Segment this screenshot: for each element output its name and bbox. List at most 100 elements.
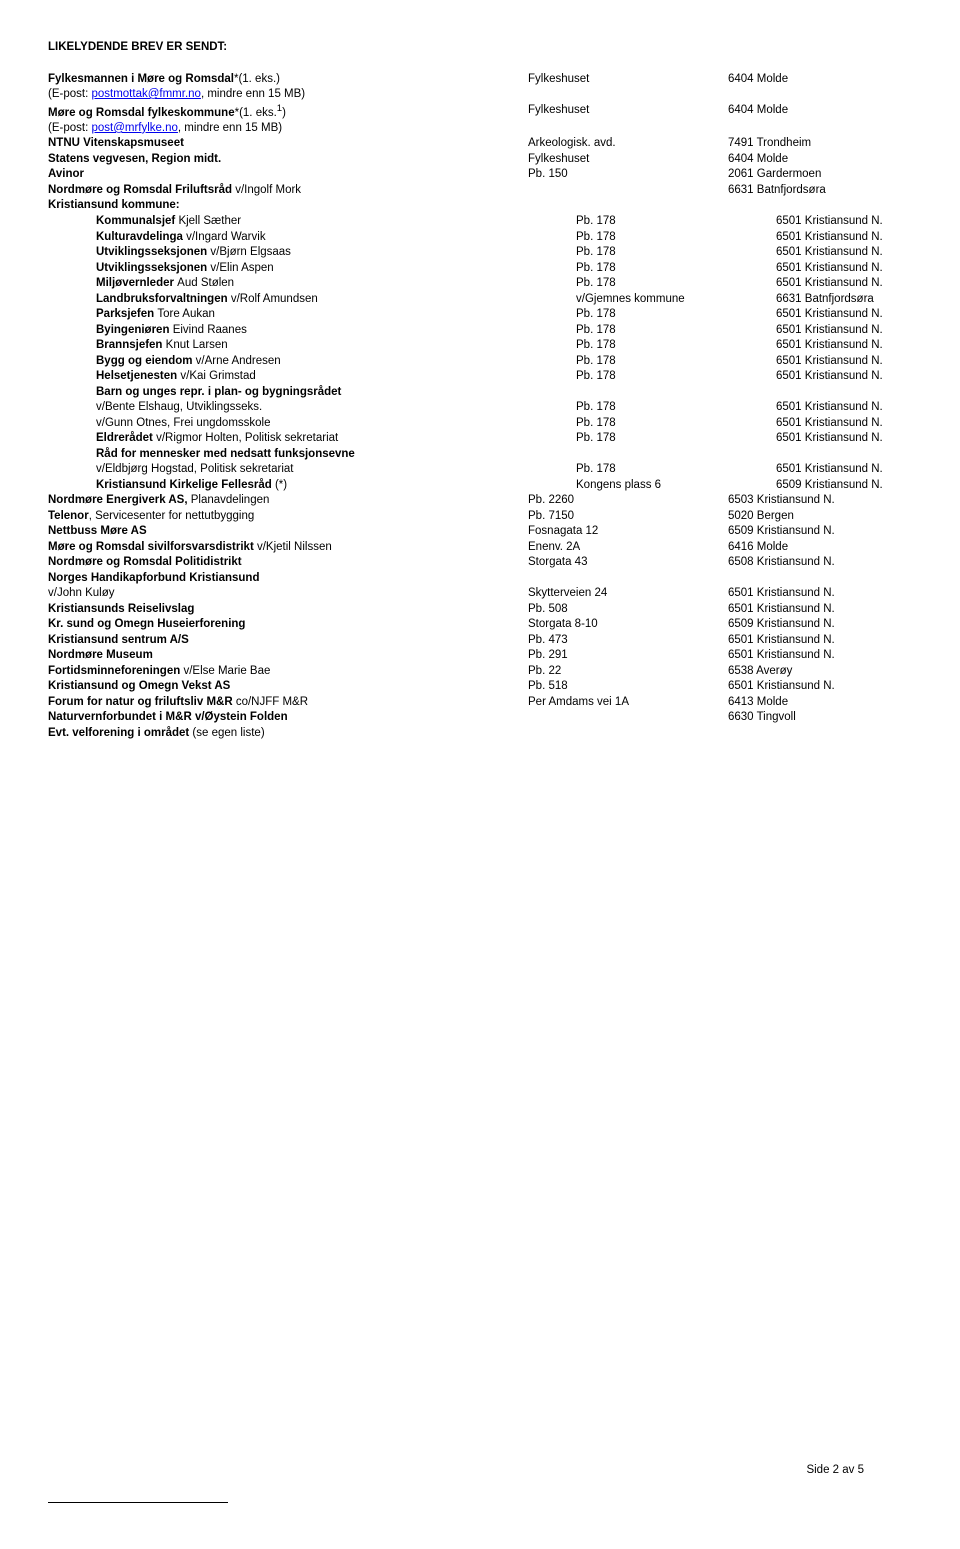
col-name: Kulturavdelinga v/Ingard Warvik [48, 230, 576, 246]
col-name: Nordmøre Museum [48, 648, 528, 664]
col-address: Pb. 178 [576, 338, 776, 354]
col-address: Pb. 178 [576, 214, 776, 230]
col-name: Statens vegvesen, Region midt. [48, 152, 528, 168]
col-address: Pb. 178 [576, 230, 776, 246]
address-row: Råd for mennesker med nedsatt funksjonse… [48, 447, 912, 463]
col-postcode: 6509 Kristiansund N. [728, 524, 912, 540]
col-address [576, 447, 776, 463]
address-row: Parksjefen Tore AukanPb. 1786501 Kristia… [48, 307, 912, 323]
email-link[interactable]: postmottak@fmmr.no [91, 88, 200, 100]
col-address: Pb. 178 [576, 261, 776, 277]
col-postcode [728, 198, 912, 214]
address-row: NTNU VitenskapsmuseetArkeologisk. avd.74… [48, 136, 912, 152]
address-row: Nordmøre og Romsdal PolitidistriktStorga… [48, 555, 912, 571]
col-name: Barn og unges repr. i plan- og bygningsr… [48, 385, 576, 401]
col-postcode: 6413 Molde [728, 695, 912, 711]
col-postcode [728, 121, 912, 137]
address-row: AvinorPb. 1502061 Gardermoen [48, 167, 912, 183]
address-row: Kulturavdelinga v/Ingard WarvikPb. 17865… [48, 230, 912, 246]
col-address [576, 385, 776, 401]
col-name: Kristiansund Kirkelige Fellesråd (*) [48, 478, 576, 494]
address-row: Evt. velforening i området (se egen list… [48, 726, 912, 742]
col-address: Fylkeshuset [528, 72, 728, 88]
col-postcode [776, 447, 912, 463]
address-row: v/Eldbjørg Hogstad, Politisk sekretariat… [48, 462, 912, 478]
address-row: Nordmøre og Romsdal Friluftsråd v/Ingolf… [48, 183, 912, 199]
col-address: Enenv. 2A [528, 540, 728, 556]
address-row: Forum for natur og friluftsliv M&R co/NJ… [48, 695, 912, 711]
address-row: v/Bente Elshaug, Utviklingsseks.Pb. 1786… [48, 400, 912, 416]
col-postcode: 6503 Kristiansund N. [728, 493, 912, 509]
col-address: Pb. 178 [576, 416, 776, 432]
col-name: Utviklingsseksjonen v/Bjørn Elgsaas [48, 245, 576, 261]
col-name: (E-post: postmottak@fmmr.no, mindre enn … [48, 87, 528, 103]
col-address [528, 710, 728, 726]
col-address [528, 183, 728, 199]
footnote-separator [48, 1502, 228, 1503]
address-row: Kristiansund sentrum A/SPb. 4736501 Kris… [48, 633, 912, 649]
address-row: Kristiansund Kirkelige Fellesråd (*)Kong… [48, 478, 912, 494]
col-name: Fylkesmannen i Møre og Romsdal*(1. eks.) [48, 72, 528, 88]
address-row: Nordmøre Energiverk AS, PlanavdelingenPb… [48, 493, 912, 509]
address-row: Utviklingsseksjonen v/Bjørn ElgsaasPb. 1… [48, 245, 912, 261]
col-postcode: 6501 Kristiansund N. [728, 633, 912, 649]
col-postcode: 6630 Tingvoll [728, 710, 912, 726]
email-link[interactable]: post@mrfylke.no [91, 122, 177, 134]
col-postcode: 6508 Kristiansund N. [728, 555, 912, 571]
col-address: Fylkeshuset [528, 103, 728, 121]
col-address: Pb. 7150 [528, 509, 728, 525]
col-name: Kristiansunds Reiselivslag [48, 602, 528, 618]
col-postcode: 6501 Kristiansund N. [776, 214, 912, 230]
col-postcode: 6501 Kristiansund N. [776, 416, 912, 432]
col-address [528, 87, 728, 103]
col-address: Pb. 178 [576, 276, 776, 292]
address-row: Kr. sund og Omegn HuseierforeningStorgat… [48, 617, 912, 633]
col-address: Pb. 473 [528, 633, 728, 649]
col-address: Fosnagata 12 [528, 524, 728, 540]
col-postcode: 6509 Kristiansund N. [776, 478, 912, 494]
col-address: Pb. 2260 [528, 493, 728, 509]
col-postcode: 6501 Kristiansund N. [776, 307, 912, 323]
col-postcode: 6501 Kristiansund N. [728, 679, 912, 695]
col-address: Skytterveien 24 [528, 586, 728, 602]
col-postcode: 6501 Kristiansund N. [776, 338, 912, 354]
address-row: Eldrerådet v/Rigmor Holten, Politisk sek… [48, 431, 912, 447]
col-name: Nordmøre Energiverk AS, Planavdelingen [48, 493, 528, 509]
col-name: Fortidsminneforeningen v/Else Marie Bae [48, 664, 528, 680]
col-address: Pb. 178 [576, 354, 776, 370]
col-address: Storgata 8-10 [528, 617, 728, 633]
document-title: LIKELYDENDE BREV ER SENDT: [48, 40, 912, 56]
col-postcode [728, 726, 912, 742]
address-row: Møre og Romsdal sivilforsvarsdistrikt v/… [48, 540, 912, 556]
col-name: Forum for natur og friluftsliv M&R co/NJ… [48, 695, 528, 711]
col-name: Norges Handikapforbund Kristiansund [48, 571, 528, 587]
col-address: Pb. 178 [576, 369, 776, 385]
col-postcode: 6404 Molde [728, 72, 912, 88]
col-name: Nordmøre og Romsdal Politidistrikt [48, 555, 528, 571]
col-postcode: 6501 Kristiansund N. [728, 602, 912, 618]
col-address: Pb. 178 [576, 323, 776, 339]
col-name: Naturvernforbundet i M&R v/Øystein Folde… [48, 710, 528, 726]
address-row: Fylkesmannen i Møre og Romsdal*(1. eks.)… [48, 72, 912, 88]
col-address: Storgata 43 [528, 555, 728, 571]
address-row: Brannsjefen Knut LarsenPb. 1786501 Krist… [48, 338, 912, 354]
col-postcode: 6501 Kristiansund N. [728, 586, 912, 602]
col-address [528, 198, 728, 214]
address-row: Kristiansunds ReiselivslagPb. 5086501 Kr… [48, 602, 912, 618]
col-address: Pb. 150 [528, 167, 728, 183]
address-row: Utviklingsseksjonen v/Elin AspenPb. 1786… [48, 261, 912, 277]
address-row: Norges Handikapforbund Kristiansund [48, 571, 912, 587]
col-postcode: 6631 Batnfjordsøra [728, 183, 912, 199]
address-row: Møre og Romsdal fylkeskommune*(1. eks.1)… [48, 103, 912, 121]
col-name: Eldrerådet v/Rigmor Holten, Politisk sek… [48, 431, 576, 447]
col-address: Per Amdams vei 1A [528, 695, 728, 711]
col-name: v/John Kuløy [48, 586, 528, 602]
col-address: Pb. 22 [528, 664, 728, 680]
address-row: Byingeniøren Eivind RaanesPb. 1786501 Kr… [48, 323, 912, 339]
col-name: Kristiansund kommune: [48, 198, 528, 214]
address-row: Landbruksforvaltningen v/Rolf Amundsenv/… [48, 292, 912, 308]
address-row: Kristiansund kommune: [48, 198, 912, 214]
col-address: Pb. 178 [576, 307, 776, 323]
col-name: Råd for mennesker med nedsatt funksjonse… [48, 447, 576, 463]
col-name: v/Eldbjørg Hogstad, Politisk sekretariat [48, 462, 576, 478]
